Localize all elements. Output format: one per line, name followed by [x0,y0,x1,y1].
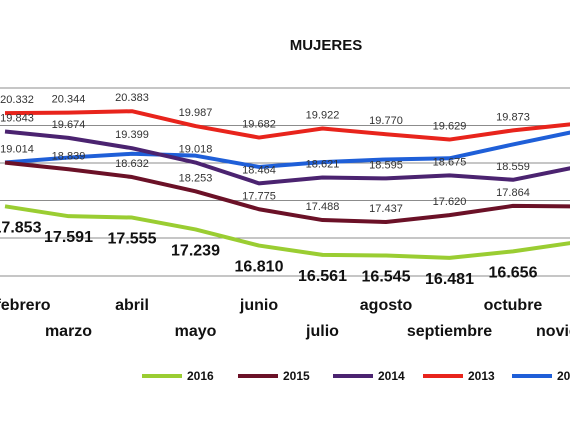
x-tick-label: marzo [45,323,92,340]
data-label: 19.629 [433,121,467,133]
data-label: 18.839 [52,150,86,162]
x-tick-label: mayo [175,323,217,340]
data-label: 19.682 [242,119,276,131]
data-label: 19.987 [179,107,213,119]
data-label: 16.545 [362,269,411,286]
series-line-2014 [4,129,570,186]
data-label: 18.464 [242,164,276,176]
x-tick-label: noviembre [536,323,570,340]
series-line-2016 [4,204,570,260]
data-label: 17.488 [306,201,340,213]
data-label: 17.620 [433,196,467,208]
legend-label-2013: 2013 [468,369,495,383]
chart-title: MUJERES [290,37,363,54]
data-label: 17.864 [496,187,530,199]
x-tick-label: junio [239,297,278,314]
data-label: 17.437 [369,203,403,215]
legend-label-2012: 2012 [557,369,570,383]
data-label: 17.555 [108,231,157,248]
data-label: 17.775 [242,190,276,202]
series-line-2015 [4,160,570,224]
data-label: 19.843 [0,113,34,125]
data-label: 18.632 [115,158,149,170]
legend-label-2015: 2015 [283,369,310,383]
x-tick-label: febrero [0,297,51,314]
data-label: 19.674 [52,119,86,131]
data-label: 16.656 [489,264,538,281]
data-label: 16.481 [425,271,474,288]
data-label: 17.591 [44,229,93,246]
data-label: 16.810 [235,259,284,276]
series-lines [4,109,570,260]
x-tick-label: julio [305,323,339,340]
series-line-2013 [4,109,570,142]
data-label: 18.595 [369,159,403,171]
data-label: 19.922 [306,110,340,122]
x-tick-label: octubre [484,297,543,314]
data-label: 20.383 [115,92,149,104]
data-label: 18.253 [179,172,213,184]
x-tick-label: abril [115,297,149,314]
data-label: 18.675 [433,156,467,168]
data-label: 16.561 [298,268,347,285]
legend-label-2014: 2014 [378,369,405,383]
data-label: 19.770 [369,115,403,127]
x-tick-label: agosto [360,297,413,314]
data-label: 19.873 [496,111,530,123]
data-label: 19.399 [115,129,149,141]
data-label: 20.332 [0,94,34,106]
series-line-2012 [4,130,570,169]
x-axis-ticks: febrero marzo abril mayo junio julio agosto sep… [0,297,570,340]
data-label: 20.344 [52,94,86,106]
data-label: 19.014 [0,144,34,156]
data-label: 17.239 [171,242,220,259]
legend-label-2016: 2016 [187,369,214,383]
data-label: 18.621 [306,158,340,170]
x-tick-label: septiembre [407,323,492,340]
data-label: 19.018 [179,144,213,156]
legend: 2016 2015 2014 2013 2012 [142,369,570,383]
data-label: 17.853 [0,219,42,236]
data-label: 18.559 [496,161,530,173]
